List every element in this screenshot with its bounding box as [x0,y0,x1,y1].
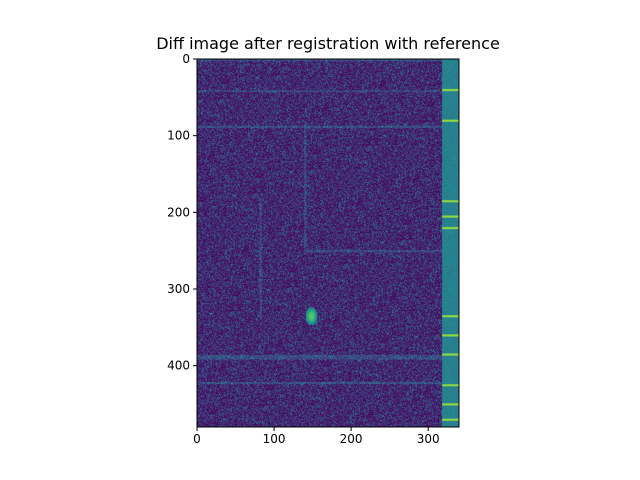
x-tick-label: 300 [417,432,440,446]
y-tick-label: 400 [167,359,190,373]
heatmap-plot-area [196,58,460,428]
y-tick-label: 100 [167,129,190,143]
chart-title: Diff image after registration with refer… [156,34,500,53]
x-tick-label: 100 [263,432,286,446]
x-axis: 0 100 200 300 [193,427,440,446]
plot-frame [196,58,460,428]
x-tick-label: 0 [193,432,201,446]
y-tick-label: 0 [182,52,190,66]
heatmap-image [197,59,459,427]
y-tick-label: 300 [167,282,190,296]
x-tick-label: 200 [340,432,363,446]
y-tick-label: 200 [167,205,190,219]
y-axis: 0 100 200 300 400 [167,52,197,373]
